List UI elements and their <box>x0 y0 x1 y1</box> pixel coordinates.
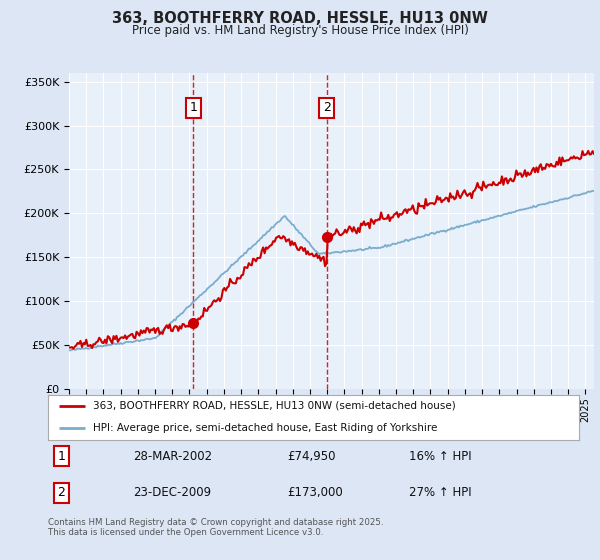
Text: 23-DEC-2009: 23-DEC-2009 <box>133 486 211 500</box>
Text: Contains HM Land Registry data © Crown copyright and database right 2025.
This d: Contains HM Land Registry data © Crown c… <box>48 518 383 538</box>
Text: 2: 2 <box>323 101 331 114</box>
Text: 1: 1 <box>58 450 65 463</box>
Text: 2: 2 <box>58 486 65 500</box>
Text: £74,950: £74,950 <box>287 450 335 463</box>
Text: Price paid vs. HM Land Registry's House Price Index (HPI): Price paid vs. HM Land Registry's House … <box>131 24 469 36</box>
Text: HPI: Average price, semi-detached house, East Riding of Yorkshire: HPI: Average price, semi-detached house,… <box>93 423 437 433</box>
Text: 1: 1 <box>190 101 197 114</box>
Text: £173,000: £173,000 <box>287 486 343 500</box>
Text: 363, BOOTHFERRY ROAD, HESSLE, HU13 0NW (semi-detached house): 363, BOOTHFERRY ROAD, HESSLE, HU13 0NW (… <box>93 401 456 411</box>
Text: 363, BOOTHFERRY ROAD, HESSLE, HU13 0NW: 363, BOOTHFERRY ROAD, HESSLE, HU13 0NW <box>112 11 488 26</box>
Text: 27% ↑ HPI: 27% ↑ HPI <box>409 486 472 500</box>
Text: 28-MAR-2002: 28-MAR-2002 <box>133 450 212 463</box>
Text: 16% ↑ HPI: 16% ↑ HPI <box>409 450 472 463</box>
